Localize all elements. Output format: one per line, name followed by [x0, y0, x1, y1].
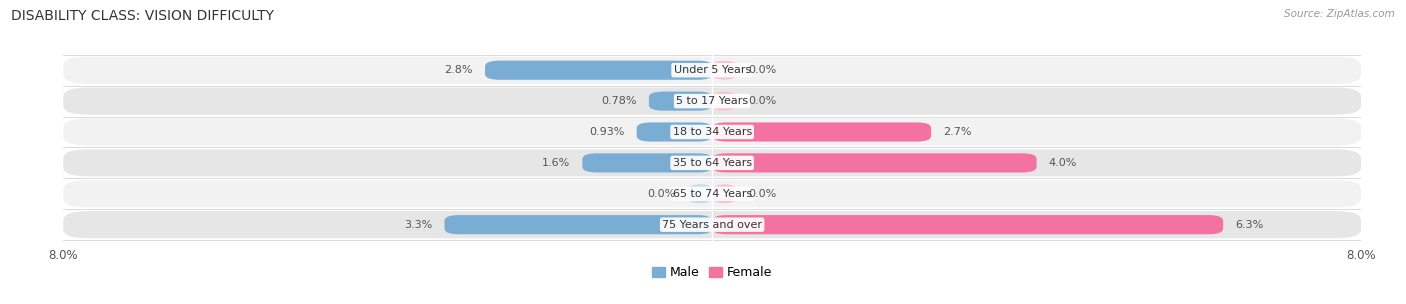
FancyBboxPatch shape	[713, 60, 737, 80]
FancyBboxPatch shape	[63, 211, 1361, 238]
Text: Source: ZipAtlas.com: Source: ZipAtlas.com	[1284, 9, 1395, 19]
Text: 0.0%: 0.0%	[748, 65, 778, 75]
FancyBboxPatch shape	[713, 153, 1036, 172]
FancyBboxPatch shape	[650, 92, 713, 111]
Text: 0.0%: 0.0%	[748, 189, 778, 199]
Text: DISABILITY CLASS: VISION DIFFICULTY: DISABILITY CLASS: VISION DIFFICULTY	[11, 9, 274, 23]
Text: 6.3%: 6.3%	[1236, 220, 1264, 230]
Text: 0.93%: 0.93%	[589, 127, 624, 137]
Text: 18 to 34 Years: 18 to 34 Years	[672, 127, 752, 137]
Text: 2.7%: 2.7%	[943, 127, 972, 137]
FancyBboxPatch shape	[713, 215, 1223, 234]
Text: 4.0%: 4.0%	[1049, 158, 1077, 168]
FancyBboxPatch shape	[485, 60, 713, 80]
Text: 5 to 17 Years: 5 to 17 Years	[676, 96, 748, 106]
Text: 0.0%: 0.0%	[647, 189, 676, 199]
Text: 1.6%: 1.6%	[541, 158, 571, 168]
Text: 65 to 74 Years: 65 to 74 Years	[672, 189, 752, 199]
Text: 75 Years and over: 75 Years and over	[662, 220, 762, 230]
Text: Under 5 Years: Under 5 Years	[673, 65, 751, 75]
Text: 2.8%: 2.8%	[444, 65, 472, 75]
FancyBboxPatch shape	[688, 184, 713, 203]
FancyBboxPatch shape	[713, 184, 737, 203]
FancyBboxPatch shape	[582, 153, 713, 172]
FancyBboxPatch shape	[63, 88, 1361, 115]
FancyBboxPatch shape	[63, 149, 1361, 177]
FancyBboxPatch shape	[637, 123, 713, 142]
Text: 0.0%: 0.0%	[748, 96, 778, 106]
FancyBboxPatch shape	[444, 215, 713, 234]
FancyBboxPatch shape	[713, 92, 737, 111]
FancyBboxPatch shape	[713, 123, 931, 142]
Text: 3.3%: 3.3%	[404, 220, 432, 230]
Text: 0.78%: 0.78%	[602, 96, 637, 106]
FancyBboxPatch shape	[63, 57, 1361, 84]
FancyBboxPatch shape	[63, 118, 1361, 146]
Text: 35 to 64 Years: 35 to 64 Years	[672, 158, 752, 168]
FancyBboxPatch shape	[63, 180, 1361, 207]
Legend: Male, Female: Male, Female	[652, 266, 772, 279]
